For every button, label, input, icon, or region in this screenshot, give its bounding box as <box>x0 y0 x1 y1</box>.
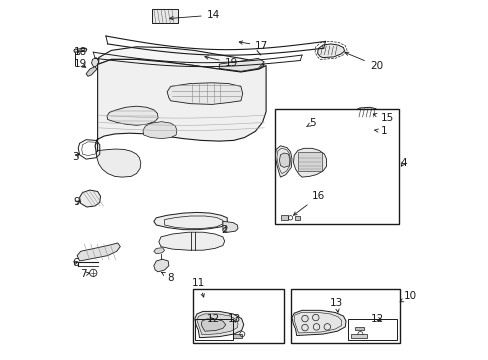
Polygon shape <box>293 148 326 177</box>
Bar <box>193 289 284 343</box>
Polygon shape <box>77 243 120 261</box>
Polygon shape <box>300 123 309 130</box>
Bar <box>130 60 134 65</box>
Text: 19: 19 <box>204 56 238 68</box>
Polygon shape <box>317 44 344 58</box>
Text: 11: 11 <box>192 278 205 297</box>
Polygon shape <box>86 67 97 76</box>
Polygon shape <box>107 106 158 125</box>
Polygon shape <box>153 259 168 272</box>
Polygon shape <box>223 221 238 232</box>
Polygon shape <box>80 190 101 207</box>
Bar <box>290 289 400 343</box>
Text: 15: 15 <box>372 113 393 123</box>
Polygon shape <box>96 149 141 177</box>
Polygon shape <box>95 59 265 158</box>
Bar <box>294 216 300 220</box>
Text: 10: 10 <box>399 291 416 302</box>
Polygon shape <box>275 146 291 177</box>
Text: 2: 2 <box>221 225 227 235</box>
Polygon shape <box>153 248 164 254</box>
Bar <box>350 334 366 338</box>
Polygon shape <box>355 107 378 118</box>
Polygon shape <box>153 212 227 230</box>
Polygon shape <box>91 58 99 68</box>
Polygon shape <box>159 232 224 250</box>
Text: 8: 8 <box>162 272 173 283</box>
Text: 5: 5 <box>306 118 315 128</box>
Text: 1: 1 <box>374 126 386 136</box>
Polygon shape <box>194 311 244 338</box>
Bar <box>194 319 232 340</box>
Text: 18: 18 <box>73 47 86 57</box>
Bar <box>275 109 399 224</box>
Bar <box>152 9 178 23</box>
Polygon shape <box>350 121 380 139</box>
Bar <box>355 327 364 330</box>
Text: 16: 16 <box>293 191 325 215</box>
Polygon shape <box>142 122 177 139</box>
Polygon shape <box>219 58 264 71</box>
Text: 14: 14 <box>169 10 220 20</box>
Text: 12: 12 <box>206 314 220 324</box>
Text: 20: 20 <box>345 52 382 71</box>
Text: 19: 19 <box>73 59 86 69</box>
Bar <box>232 334 242 338</box>
Polygon shape <box>201 319 225 331</box>
Polygon shape <box>197 314 238 335</box>
Text: 3: 3 <box>72 152 79 162</box>
Polygon shape <box>291 310 346 336</box>
Text: 7: 7 <box>80 269 89 279</box>
Bar <box>281 215 287 220</box>
Text: 4: 4 <box>400 158 406 168</box>
Bar <box>297 152 322 171</box>
Text: 9: 9 <box>73 197 80 207</box>
Text: 6: 6 <box>72 258 79 268</box>
Polygon shape <box>74 48 87 52</box>
Polygon shape <box>167 83 242 104</box>
Polygon shape <box>99 47 264 72</box>
Bar <box>347 319 396 340</box>
Text: 13: 13 <box>228 314 241 324</box>
Text: 17: 17 <box>239 41 268 51</box>
Bar <box>226 64 230 68</box>
Text: 12: 12 <box>370 314 384 324</box>
Polygon shape <box>279 153 289 167</box>
Text: 13: 13 <box>329 298 343 312</box>
